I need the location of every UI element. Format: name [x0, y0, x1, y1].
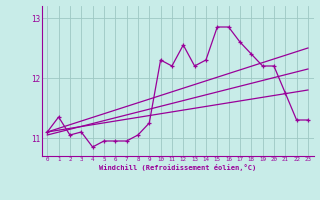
X-axis label: Windchill (Refroidissement éolien,°C): Windchill (Refroidissement éolien,°C)	[99, 164, 256, 171]
